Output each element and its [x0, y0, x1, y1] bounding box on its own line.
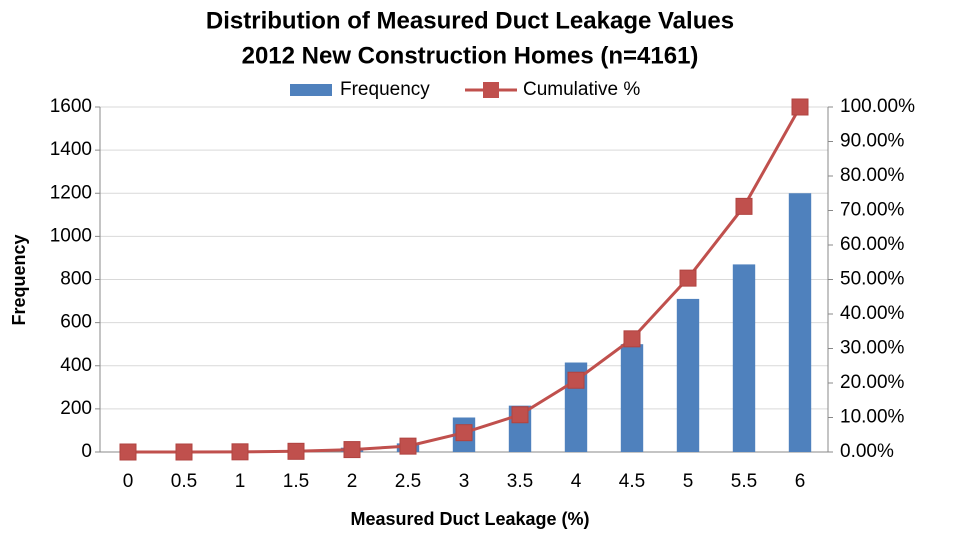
y2-tick-label: 0.00%: [840, 441, 894, 462]
y2-tick-label: 40.00%: [840, 303, 905, 324]
y-tick-label: 600: [60, 312, 92, 333]
bar: [620, 344, 644, 452]
marker: [175, 443, 193, 461]
chart-title: Distribution of Measured Duct Leakage Va…: [206, 7, 734, 34]
x-tick-label: 5.5: [731, 471, 757, 492]
x-tick-label: 2.5: [395, 471, 421, 492]
marker: [735, 197, 753, 215]
y-axis-title: Frequency: [9, 234, 29, 325]
marker: [399, 437, 417, 455]
bar: [732, 264, 756, 452]
x-tick-label: 5: [683, 471, 694, 492]
marker: [287, 442, 305, 460]
x-axis-title: Measured Duct Leakage (%): [350, 509, 589, 529]
marker: [231, 443, 249, 461]
marker: [119, 443, 137, 461]
bar: [676, 298, 700, 452]
y2-tick-label: 70.00%: [840, 200, 905, 221]
y-tick-label: 1000: [50, 225, 92, 246]
legend-label: Cumulative %: [523, 79, 640, 100]
y2-tick-label: 80.00%: [840, 165, 905, 186]
x-tick-label: 2: [347, 471, 358, 492]
x-tick-label: 0: [123, 471, 134, 492]
y2-tick-label: 60.00%: [840, 234, 905, 255]
marker: [343, 441, 361, 459]
y2-tick-label: 50.00%: [840, 269, 905, 290]
legend-label: Frequency: [340, 79, 430, 100]
y-tick-label: 1400: [50, 139, 92, 160]
y-tick-label: 0: [81, 441, 92, 462]
x-tick-label: 3.5: [507, 471, 533, 492]
y2-tick-label: 90.00%: [840, 131, 905, 152]
legend-marker: [483, 82, 499, 98]
y-tick-label: 200: [60, 398, 92, 419]
marker: [623, 330, 641, 348]
x-tick-label: 4.5: [619, 471, 645, 492]
x-tick-label: 1.5: [283, 471, 309, 492]
y2-tick-label: 100.00%: [840, 96, 915, 117]
marker: [679, 269, 697, 287]
x-tick-label: 0.5: [171, 471, 197, 492]
y2-tick-label: 20.00%: [840, 372, 905, 393]
y-tick-label: 1200: [50, 182, 92, 203]
y-tick-label: 1600: [50, 96, 92, 117]
marker: [455, 424, 473, 442]
marker: [511, 406, 529, 424]
y-tick-label: 800: [60, 269, 92, 290]
x-tick-label: 6: [795, 471, 806, 492]
bar: [788, 193, 812, 452]
chart-subtitle: 2012 New Construction Homes (n=4161): [242, 42, 699, 69]
marker: [567, 371, 585, 389]
y2-tick-label: 10.00%: [840, 407, 905, 428]
y2-tick-label: 30.00%: [840, 338, 905, 359]
marker: [791, 98, 809, 116]
legend-swatch: [290, 84, 332, 96]
y-tick-label: 400: [60, 355, 92, 376]
x-tick-label: 1: [235, 471, 246, 492]
x-tick-label: 4: [571, 471, 582, 492]
x-tick-label: 3: [459, 471, 470, 492]
